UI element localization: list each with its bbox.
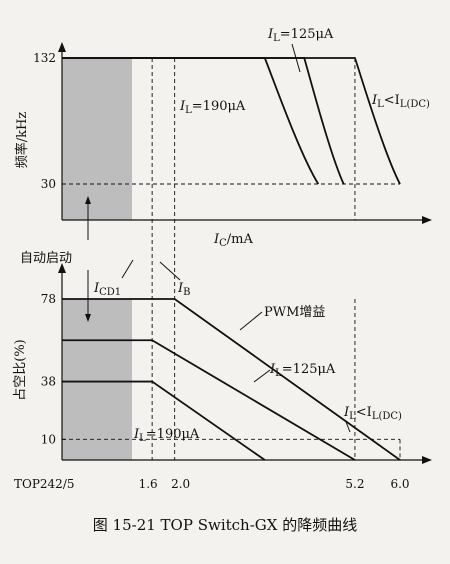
top-leader-125ua: [291, 43, 301, 73]
pwm-gain-annotation: PWM增益: [264, 305, 325, 320]
bottom-y-axis-label: 占空比(%): [13, 339, 28, 401]
bottom-leader-ildc: [345, 421, 351, 433]
bottom-y-tick-label: 10: [41, 432, 56, 446]
bottom-line-0: [62, 298, 401, 461]
top-curve-2: [62, 57, 401, 185]
bottom-x-axis-arrowhead: [422, 456, 432, 464]
bottom-y-tick-label: 78: [41, 292, 56, 306]
bottom-label-125ua: IL=125μA: [269, 362, 336, 379]
tick-labels: 30 132 10 38 78 1.6 2.0 5.2 6.0: [33, 51, 409, 491]
bottom-label-190ua: IL=190μA: [133, 427, 200, 444]
bottom-x-tick-prefix: TOP242/5: [14, 477, 75, 491]
top-curve-1: [62, 57, 345, 185]
top-y-axis-arrowhead: [58, 42, 66, 52]
top-y-tick-label: 132: [33, 51, 56, 65]
pwm-gain-leader: [239, 311, 263, 331]
bottom-line-1: [62, 339, 356, 461]
top-curve-0: [62, 57, 320, 185]
auto-restart-arrowhead-up: [85, 196, 91, 204]
top-shaded-region: [62, 58, 132, 220]
figure-caption: 图 15-21 TOP Switch-GX 的降频曲线: [93, 516, 357, 534]
bottom-leader-125ua: [253, 369, 271, 383]
auto-restart-arrowhead-down: [85, 314, 91, 322]
top-label-125ua: IL=125μA: [267, 27, 334, 44]
bottom-line-2: [62, 380, 266, 461]
bottom-shaded-region: [62, 299, 132, 460]
bottom-x-tick-label: 6.0: [390, 477, 409, 491]
icd1-leader: [121, 259, 134, 279]
ib-annotation: IB: [177, 281, 191, 298]
bottom-x-tick-label: 1.6: [139, 477, 158, 491]
icd1-annotation: ICD1: [93, 281, 121, 298]
top-x-axis-label: IC/mA: [213, 232, 254, 249]
bottom-x-tick-label: 5.2: [345, 477, 364, 491]
top-label-190ua: IL=190μA: [179, 99, 246, 116]
top-y-tick-label: 30: [41, 177, 56, 191]
bottom-y-axis-arrowhead: [58, 263, 66, 273]
bottom-label-ildc: IL<IL(DC): [343, 405, 402, 422]
bottom-y-tick-label: 38: [41, 375, 56, 389]
axes: [58, 42, 432, 464]
top-y-axis-label: 频率/kHz: [14, 112, 30, 169]
top-label-ildc: IL<IL(DC): [371, 93, 430, 110]
bottom-x-tick-label: 2.0: [171, 477, 190, 491]
ib-leader: [159, 261, 181, 281]
top-x-axis-arrowhead: [422, 216, 432, 224]
auto-restart-label: 自动启动: [20, 251, 72, 266]
curves: [62, 57, 401, 461]
